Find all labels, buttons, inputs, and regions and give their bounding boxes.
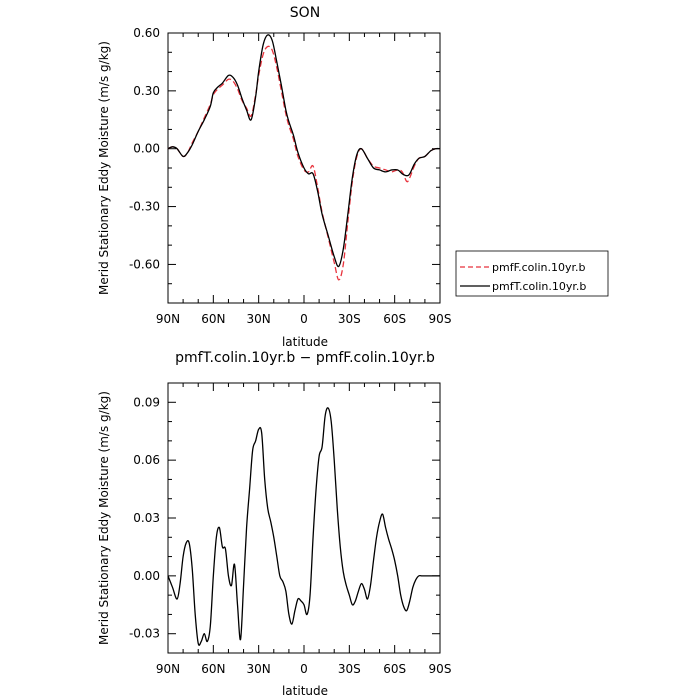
top-x-tick-label: 30S [338,312,361,326]
legend-label-pmfT: pmfT.colin.10yr.b [492,280,586,293]
legend-label-pmfF: pmfF.colin.10yr.b [492,261,586,274]
top-y-axis-label: Merid Stationary Eddy Moisture (m/s g/kg… [97,41,111,295]
bottom-series-line-diff [167,407,440,646]
top-axis-ticks: 90N 60N 30N 0 30S 60S 90S 0.60 0.30 0.00 -0.30 -0.6… [129,26,452,326]
top-series-line-pmfF [167,45,441,281]
panel-bottom: pmfT.colin.10yr.b − pmfF.colin.10yr.b 90… [97,350,451,698]
bottom-y-tick-label: 0.06 [133,453,160,467]
bottom-y-tick-label: 0.09 [133,395,160,409]
panel-top: SON 90N 60N 30N 0 30S 60S 90S 0.60 0.30 0.00 -0.30… [97,5,609,349]
bottom-y-tick-label: 0.00 [133,569,160,583]
top-x-tick-label: 90N [156,312,180,326]
legend-box [455,250,609,297]
top-x-tick-label: 60N [201,312,225,326]
bottom-y-tick-label: 0.03 [133,511,160,525]
bottom-y-axis-label: Merid Stationary Eddy Moisture (m/s g/kg… [97,391,111,645]
bottom-x-tick-label: 60N [201,662,225,676]
bottom-x-tick-label: 60S [383,662,406,676]
top-series-group [167,34,441,281]
bottom-axis-ticks: 90N 60N 30N 0 30S 60S 90S 0.09 0.06 0.03 0.00 -0.03 [129,382,452,676]
bottom-y-tick-label: -0.03 [129,627,160,641]
top-y-tick-label: 0.00 [133,142,160,156]
top-y-tick-label: 0.30 [133,84,160,98]
top-x-tick-label: 90S [429,312,452,326]
bottom-x-tick-label: 30N [247,662,271,676]
bottom-x-tick-label: 90S [429,662,452,676]
top-y-tick-label: -0.60 [129,257,160,271]
legend: pmfF.colin.10yr.b pmfT.colin.10yr.b [455,250,609,297]
top-series-line-pmfT [167,34,441,268]
bottom-plot-frame [167,382,441,654]
top-x-axis-label: latitude [282,335,328,349]
bottom-x-tick-label: 0 [300,662,308,676]
bottom-chart-title: pmfT.colin.10yr.b − pmfF.colin.10yr.b [175,350,435,366]
top-x-tick-label: 60S [383,312,406,326]
top-y-tick-label: -0.30 [129,200,160,214]
bottom-series-group [167,407,440,646]
bottom-x-tick-label: 30S [338,662,361,676]
top-x-tick-label: 30N [247,312,271,326]
bottom-x-tick-label: 90N [156,662,180,676]
top-y-tick-label: 0.60 [133,26,160,40]
top-x-tick-label: 0 [300,312,308,326]
top-chart-title: SON [290,5,320,21]
bottom-x-axis-label: latitude [282,684,328,698]
